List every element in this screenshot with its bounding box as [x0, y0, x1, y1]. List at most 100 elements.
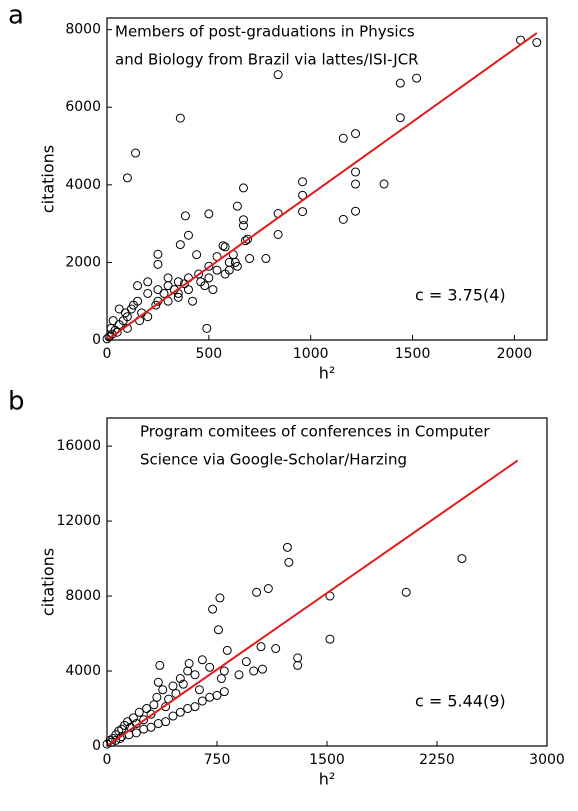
point	[179, 279, 189, 289]
point	[153, 259, 163, 269]
point	[238, 215, 248, 225]
point	[143, 312, 153, 322]
point	[161, 717, 171, 727]
point	[351, 206, 361, 216]
point	[200, 281, 210, 291]
point	[153, 249, 163, 259]
point	[139, 715, 149, 725]
point	[256, 642, 266, 652]
point	[257, 664, 267, 674]
point	[173, 292, 183, 302]
y-tick-label: 8000	[65, 588, 101, 604]
point	[192, 250, 202, 260]
point	[190, 670, 200, 680]
point	[128, 300, 138, 310]
point	[122, 173, 132, 183]
point	[219, 687, 229, 697]
point	[232, 201, 242, 211]
point	[152, 692, 162, 702]
point	[216, 674, 226, 684]
point	[131, 728, 141, 738]
annotation: Program comitees of conferences in Compu…	[140, 423, 490, 441]
y-tick-label: 16000	[56, 438, 101, 454]
point	[213, 625, 223, 635]
point	[261, 254, 271, 264]
plot-frame	[106, 17, 548, 341]
point	[293, 653, 303, 663]
point	[284, 557, 294, 567]
point	[178, 679, 188, 689]
point	[222, 645, 232, 655]
point	[338, 214, 348, 224]
point	[108, 316, 118, 326]
point	[153, 677, 163, 687]
point	[183, 285, 193, 295]
point	[158, 685, 168, 695]
panel-label: b	[8, 387, 25, 417]
point	[197, 696, 207, 706]
point	[120, 308, 130, 318]
point	[351, 129, 361, 139]
point	[220, 269, 230, 279]
point	[173, 277, 183, 287]
point	[219, 666, 229, 676]
point	[180, 211, 190, 221]
point	[241, 236, 251, 246]
y-axis-label: citations	[39, 548, 58, 616]
x-tick-label: 1000	[293, 346, 329, 362]
point	[131, 148, 141, 158]
fit-line	[106, 459, 519, 747]
point	[215, 593, 225, 603]
point	[325, 634, 335, 644]
point	[111, 735, 121, 745]
point	[457, 554, 467, 564]
point	[151, 300, 161, 310]
point	[218, 241, 228, 251]
point	[143, 277, 153, 287]
point	[401, 587, 411, 597]
x-axis-label: h²	[319, 770, 336, 789]
point	[212, 265, 222, 275]
point	[168, 711, 178, 721]
fit-label: c = 3.75(4)	[415, 286, 506, 305]
panel-label: a	[8, 1, 24, 31]
point	[183, 230, 193, 240]
point	[155, 660, 165, 670]
point	[298, 207, 308, 217]
point	[161, 702, 171, 712]
point	[243, 234, 253, 244]
point	[142, 704, 152, 714]
point	[128, 713, 138, 723]
point	[163, 273, 173, 283]
y-tick-label: 12000	[56, 513, 101, 529]
annotation: Members of post-graduations in Physics	[115, 23, 415, 41]
point	[134, 707, 144, 717]
point	[208, 604, 218, 614]
point	[133, 281, 143, 291]
x-tick-label: 2000	[497, 346, 533, 362]
point	[204, 261, 214, 271]
point	[238, 221, 248, 231]
x-tick-label: 1500	[395, 346, 431, 362]
point	[204, 209, 214, 219]
annotation: Science via Google-Scholar/Harzing	[140, 451, 407, 469]
x-tick-label: 3000	[529, 752, 565, 768]
point	[146, 722, 156, 732]
point	[205, 662, 215, 672]
point	[197, 655, 207, 665]
point	[271, 644, 281, 654]
point	[184, 659, 194, 669]
x-tick-label: 1500	[309, 752, 345, 768]
point	[175, 674, 185, 684]
y-tick-label: 8000	[65, 22, 101, 38]
x-tick-label: 0	[103, 346, 112, 362]
y-tick-label: 6000	[65, 99, 101, 115]
point	[114, 304, 124, 314]
point	[351, 179, 361, 189]
point	[293, 660, 303, 670]
point	[149, 700, 159, 710]
point	[282, 542, 292, 552]
y-axis-label: citations	[39, 145, 58, 213]
point	[220, 242, 230, 252]
